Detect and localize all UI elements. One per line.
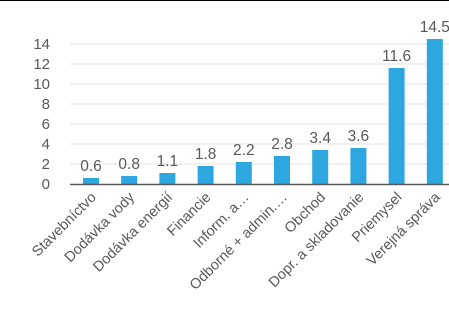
bar	[235, 162, 252, 184]
bar	[426, 39, 443, 184]
y-tick-label: 0	[42, 176, 50, 193]
y-tick-label: 10	[33, 76, 50, 93]
data-label: 2.2	[233, 142, 255, 159]
data-labels: 0.6 0.8 1.1 1.8 2.2 2.8 3.4 3.6 11.6 14.5	[80, 19, 449, 175]
y-tick-label: 8	[42, 96, 50, 113]
bar	[274, 156, 290, 184]
bar	[388, 68, 405, 184]
bar	[83, 178, 99, 184]
bar	[350, 148, 367, 184]
data-label: 3.4	[309, 130, 331, 147]
y-tick-label: 12	[33, 56, 50, 73]
data-label: 11.6	[382, 48, 411, 65]
gridlines	[70, 43, 449, 165]
y-tick-label: 4	[42, 136, 50, 153]
bar	[121, 176, 138, 184]
y-tick-label: 14	[33, 36, 50, 53]
top-border-line	[0, 0, 449, 1]
data-label: 14.5	[420, 19, 449, 36]
bar	[197, 166, 214, 184]
data-label: 0.6	[80, 158, 102, 175]
data-label: 1.1	[157, 153, 179, 170]
y-tick-label: 2	[42, 156, 50, 173]
y-axis-ticks: 0 2 4 6 8 10 12 14	[33, 36, 50, 193]
bar	[159, 173, 176, 184]
data-label: 0.8	[118, 156, 140, 173]
data-label: 3.6	[348, 128, 370, 145]
y-tick-label: 6	[42, 116, 50, 133]
bar	[312, 150, 329, 184]
data-label: 2.8	[271, 136, 293, 153]
bars	[83, 39, 443, 184]
data-label: 1.8	[195, 146, 217, 163]
